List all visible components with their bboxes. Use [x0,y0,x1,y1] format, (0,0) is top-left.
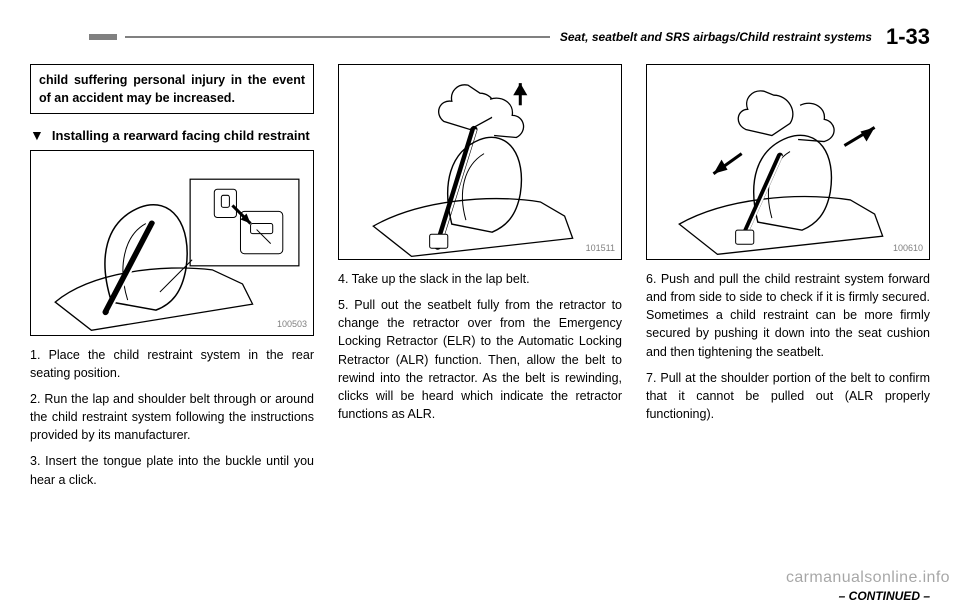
subheading: ▼ Installing a rearward facing child res… [30,128,314,144]
figure-id: 101511 [586,242,615,255]
header-dash [89,34,117,40]
subheading-text: Installing a rearward facing child restr… [52,128,310,144]
figure-id: 100610 [893,242,923,255]
step-3: 3. Insert the tongue plate into the buck… [30,452,314,488]
step-7: 7. Pull at the shoulder portion of the b… [646,369,930,423]
step-2: 2. Run the lap and shoulder belt through… [30,390,314,444]
step-5: 5. Pull out the seatbelt fully from the … [338,296,622,423]
step-6: 6. Push and pull the child restraint sys… [646,270,930,361]
continued-footer: – CONTINUED – [839,589,930,603]
figure-pull-belt: 101511 [338,64,622,260]
figure-push-pull-seat: 100610 [646,64,930,260]
watermark: carmanualsonline.info [786,569,950,587]
breadcrumb: Seat, seatbelt and SRS airbags/Child res… [560,30,872,44]
column-right: 100610 6. Push and pull the child restra… [646,64,930,497]
step-4: 4. Take up the slack in the lap belt. [338,270,622,288]
triangle-marker-icon: ▼ [30,128,44,143]
step-1: 1. Place the child restraint system in t… [30,346,314,382]
content-columns: child suffering personal injury in the e… [30,64,930,497]
column-middle: 101511 4. Take up the slack in the lap b… [338,64,622,497]
column-left: child suffering personal injury in the e… [30,64,314,497]
figure-id: 100503 [277,318,307,331]
warning-box: child suffering personal injury in the e… [30,64,314,114]
figure-child-seat-buckle: 100503 [30,150,314,336]
page-header: Seat, seatbelt and SRS airbags/Child res… [30,24,930,50]
page-number: 1-33 [886,24,930,50]
header-divider [125,36,550,38]
